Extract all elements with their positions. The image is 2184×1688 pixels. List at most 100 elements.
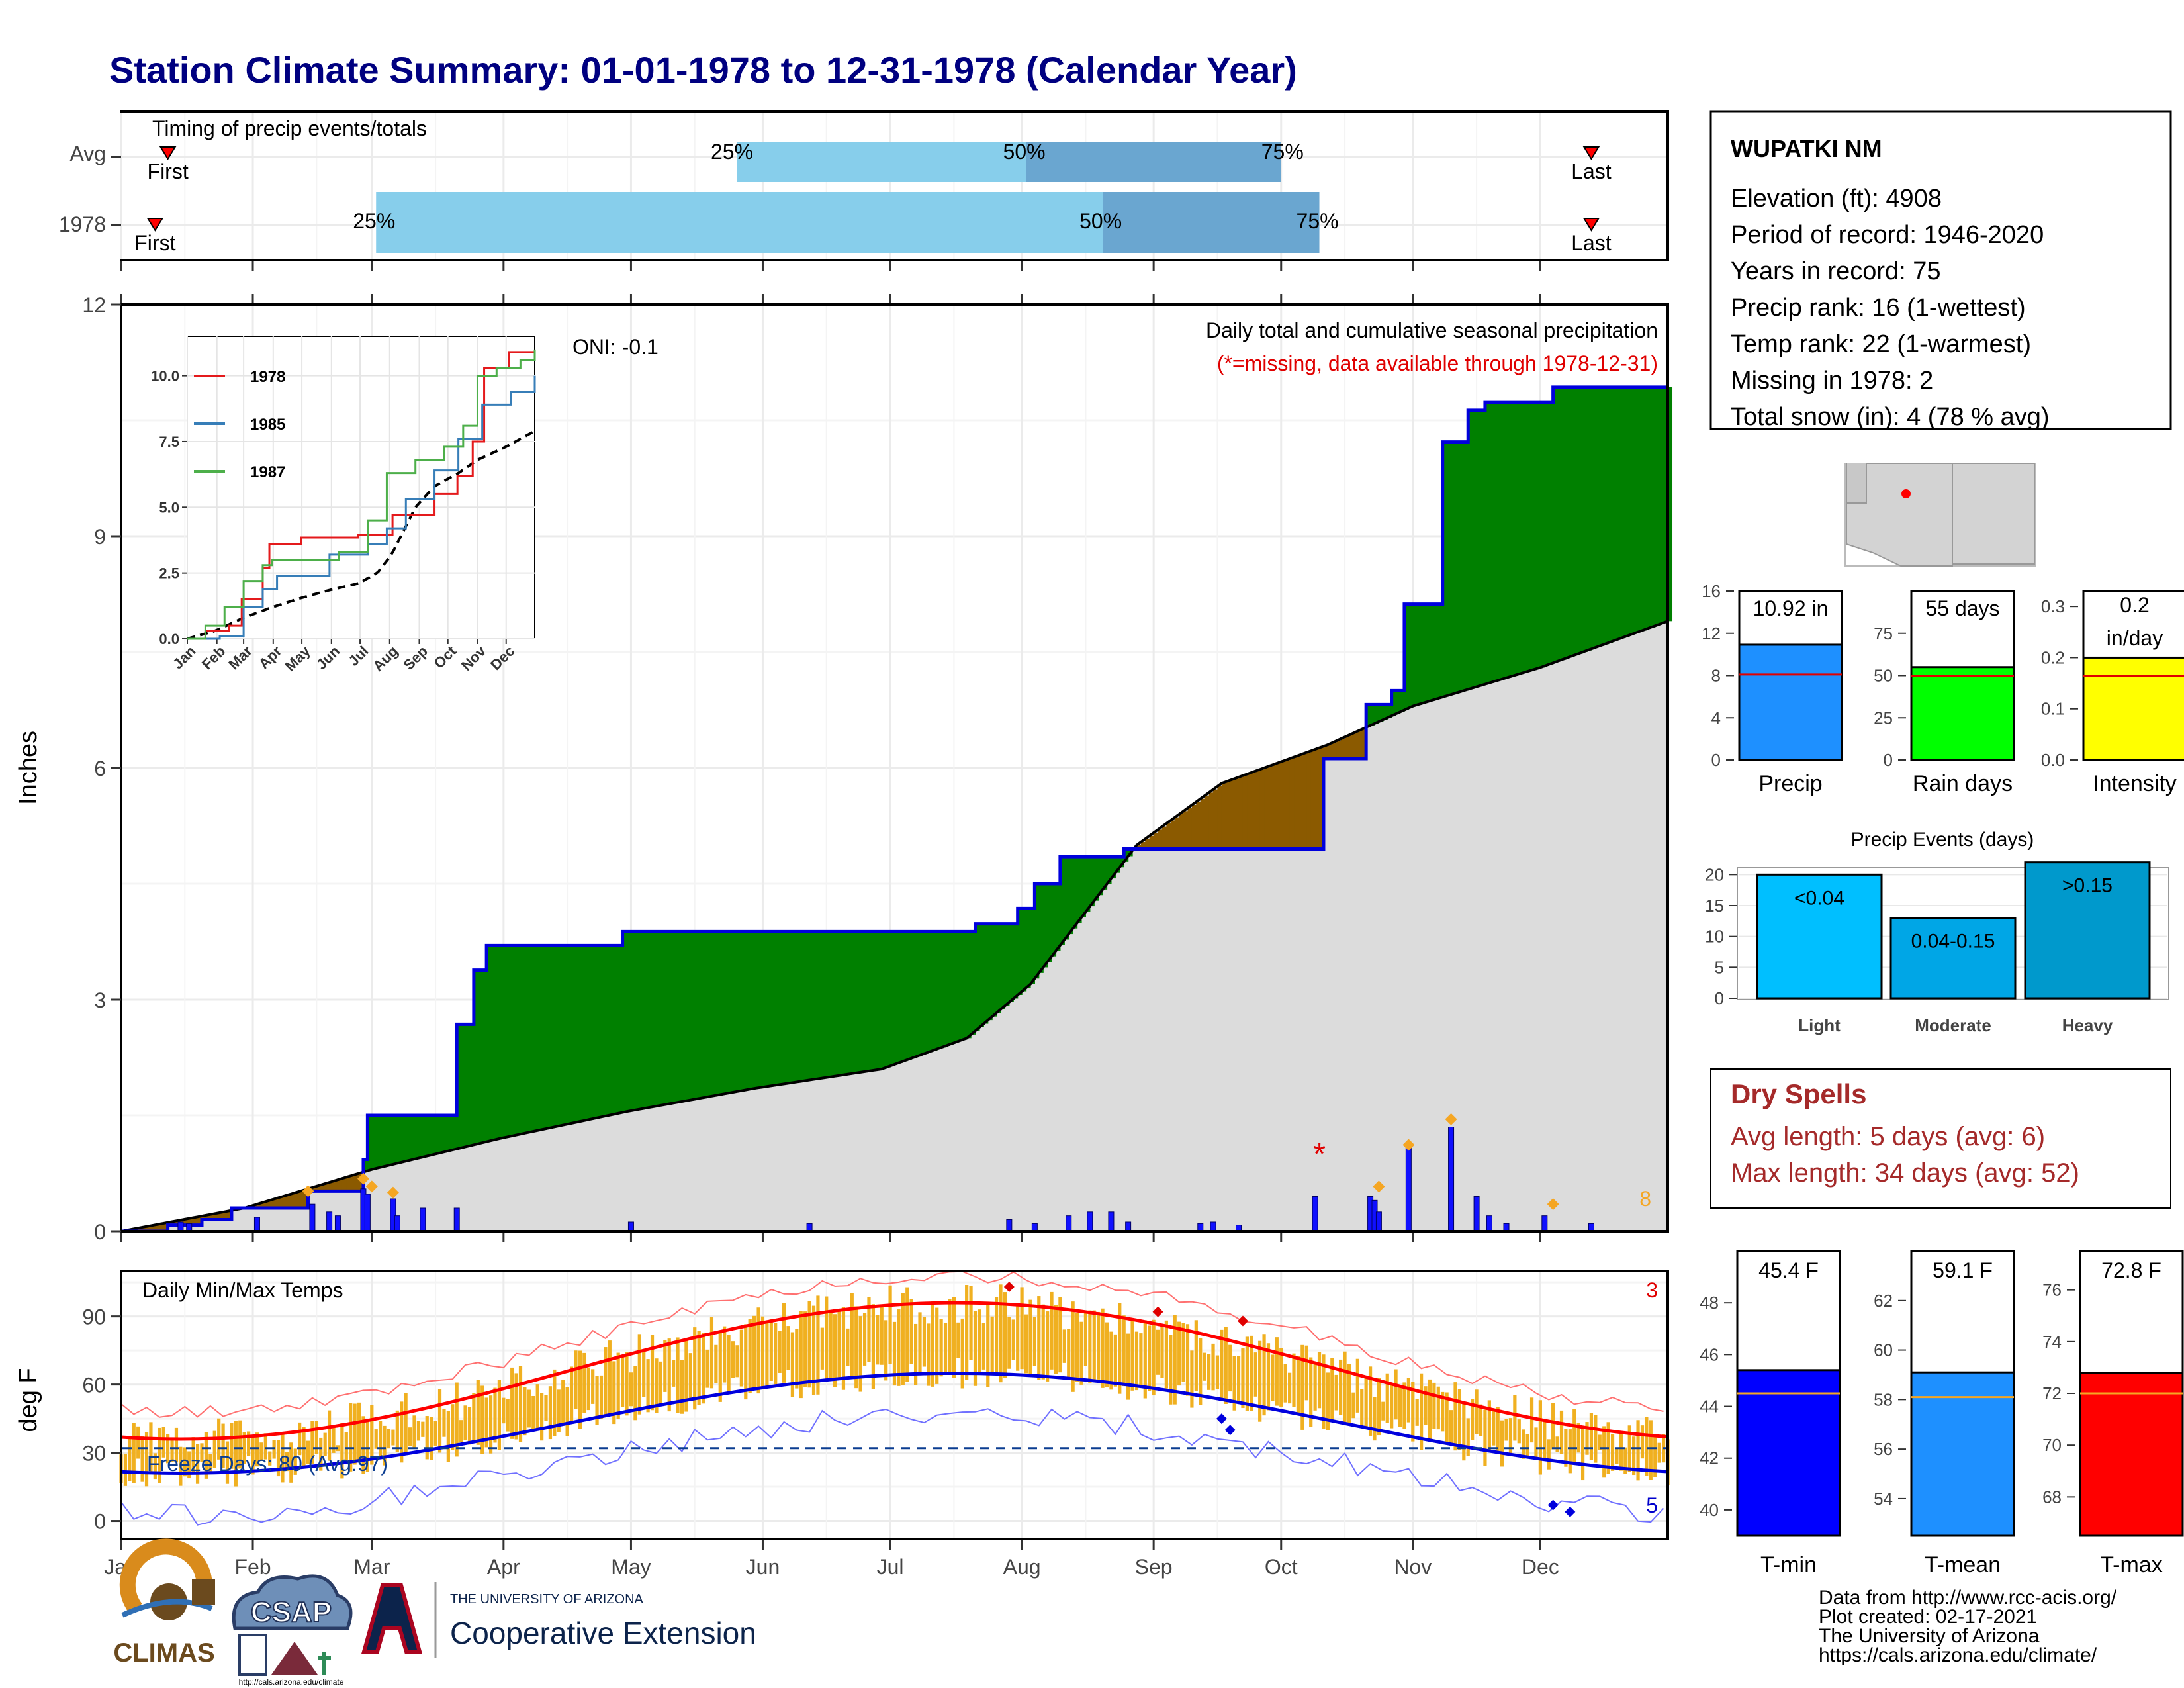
- daily-precip-bar: [364, 1194, 371, 1232]
- mini-bar-ytick-label: 75: [1874, 624, 1893, 643]
- surplus-bar: [631, 931, 636, 1111]
- mini-bar-value-label: in/day: [2107, 626, 2163, 650]
- surplus-bar: [1561, 387, 1567, 660]
- surplus-bar: [1068, 857, 1073, 935]
- daily-temp-range-bar: [1543, 1421, 1547, 1460]
- daily-temp-range-bar: [1173, 1315, 1177, 1405]
- deficit-bar: [1361, 729, 1367, 759]
- deficit-bar: [1349, 735, 1354, 759]
- daily-temp-range-bar: [195, 1444, 200, 1484]
- daily-temp-range-bar: [1253, 1352, 1257, 1397]
- daily-temp-range-bar: [1636, 1420, 1640, 1481]
- surplus-bar: [388, 1115, 394, 1166]
- month-label-jul: Jul: [877, 1555, 904, 1579]
- temp-ytick-label: 60: [82, 1374, 106, 1397]
- surplus-bar: [469, 1024, 475, 1146]
- daily-temp-range-bar: [1364, 1376, 1368, 1429]
- deficit-bar: [1183, 811, 1189, 849]
- surplus-bar: [618, 945, 623, 1113]
- surplus-bar: [1621, 387, 1626, 638]
- surplus-bar: [903, 931, 908, 1062]
- surplus-bar: [1477, 410, 1482, 687]
- surplus-bar: [1094, 857, 1099, 901]
- daily-temp-range-bar: [123, 1453, 128, 1486]
- deficit-bar: [350, 1176, 355, 1192]
- precip-ytick-label: 12: [82, 293, 106, 317]
- deficit-bar: [1328, 745, 1333, 759]
- surplus-bar: [508, 945, 513, 1137]
- surplus-bar: [392, 1115, 398, 1164]
- surplus-bar: [1052, 884, 1057, 957]
- surplus-bar: [1451, 442, 1456, 695]
- temp-ylabel: deg F: [15, 1368, 42, 1432]
- daily-temp-range-bar: [650, 1335, 655, 1411]
- mini-bar-label: Intensity: [2093, 771, 2177, 796]
- mini-bar-ytick-label: 4: [1711, 708, 1721, 727]
- daily-temp-range-bar: [1645, 1417, 1649, 1476]
- daily-temp-range-bar: [383, 1425, 387, 1466]
- csap-url: http://cals.arizona.edu/climate: [239, 1677, 344, 1687]
- surplus-bar: [580, 945, 585, 1122]
- surplus-bar: [711, 931, 717, 1096]
- deficit-bar: [1306, 752, 1312, 849]
- mini-bar-value-label: 0.2: [2120, 593, 2149, 617]
- snow-day-marker: [302, 1185, 314, 1197]
- deficit-bar: [1175, 817, 1180, 849]
- surplus-bar: [1089, 857, 1095, 907]
- surplus-bar: [1119, 857, 1124, 868]
- daily-temp-range-bar: [442, 1408, 446, 1437]
- inset-legend-label-1978: 1978: [250, 368, 285, 386]
- events-category-label: Light: [1798, 1015, 1841, 1035]
- deficit-bar: [1170, 820, 1175, 849]
- daily-temp-range-bar: [1105, 1322, 1109, 1387]
- daily-precip-bar: [309, 1203, 316, 1232]
- surplus-bar: [1608, 387, 1614, 643]
- surplus-bar: [567, 945, 572, 1125]
- surplus-bar: [1433, 604, 1439, 700]
- daily-temp-range-bar: [476, 1380, 480, 1445]
- daily-temp-range-bar: [871, 1304, 875, 1389]
- deficit-bar: [150, 1225, 156, 1231]
- precip-ytick-label: 9: [94, 525, 106, 549]
- daily-temp-range-bar: [1220, 1329, 1224, 1401]
- surplus-bar: [1085, 857, 1091, 912]
- daily-precip-bar: [334, 1215, 341, 1232]
- surplus-bar: [983, 923, 989, 1024]
- surplus-bar: [380, 1115, 385, 1168]
- daily-temp-range-bar: [1300, 1344, 1304, 1430]
- temp-bar-value-label: 45.4 F: [1758, 1258, 1819, 1282]
- deficit-bar: [1298, 755, 1303, 849]
- daily-temp-range-bar: [994, 1297, 999, 1376]
- surplus-bar: [529, 945, 534, 1133]
- daily-temp-range-bar: [973, 1311, 978, 1386]
- surplus-bar: [1616, 387, 1621, 640]
- deficit-bar: [265, 1201, 271, 1208]
- surplus-bar: [1574, 387, 1579, 655]
- daily-temp-range-bar: [1228, 1344, 1232, 1392]
- surplus-bar: [1103, 857, 1108, 890]
- daily-temp-range-bar: [599, 1375, 604, 1419]
- daily-temp-range-bar: [1092, 1310, 1096, 1381]
- surplus-bar: [750, 931, 755, 1090]
- daily-temp-range-bar: [1024, 1314, 1028, 1374]
- daily-temp-range-bar: [701, 1333, 705, 1404]
- deficit-bar: [155, 1225, 160, 1231]
- daily-temp-range-bar: [986, 1304, 990, 1388]
- daily-temp-range-bar: [1415, 1399, 1419, 1426]
- climas-logo-text: CLIMAS: [113, 1638, 214, 1667]
- daily-temp-range-bar: [748, 1319, 752, 1393]
- surplus-bar: [1633, 387, 1639, 633]
- daily-temp-range-bar: [208, 1454, 212, 1474]
- deficit-bar: [1353, 733, 1358, 759]
- surplus-bar: [503, 945, 508, 1138]
- surplus-bar: [1510, 402, 1516, 677]
- daily-temp-range-bar: [523, 1387, 527, 1436]
- month-label-nov: Nov: [1394, 1555, 1432, 1579]
- surplus-bar: [1426, 604, 1431, 702]
- daily-precip-bar: [1108, 1211, 1115, 1232]
- daily-temp-range-bar: [1475, 1389, 1479, 1434]
- daily-temp-range-bar: [166, 1434, 170, 1464]
- surplus-bar: [1060, 857, 1065, 945]
- surplus-bar: [516, 945, 522, 1135]
- daily-temp-range-bar: [540, 1393, 544, 1441]
